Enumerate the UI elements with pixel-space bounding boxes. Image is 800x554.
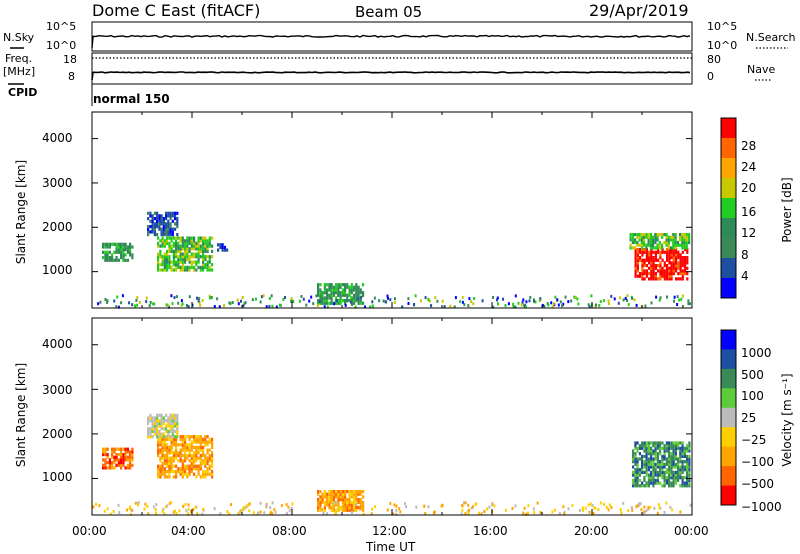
nave-label: Nave xyxy=(747,63,776,76)
power-cbar-tick-8: 8 xyxy=(741,248,749,262)
velocity-cbar-tick-neg25: −25 xyxy=(741,433,767,447)
velocity-colorbar-segment-3 xyxy=(721,388,736,409)
power-colorbar-segment-3 xyxy=(721,178,736,199)
power-cbar-tick-24: 24 xyxy=(741,160,757,174)
xtick-0800: 08:00 xyxy=(272,524,307,538)
xtick-0400: 04:00 xyxy=(171,524,206,538)
power-colorbar-segment-2 xyxy=(721,158,736,179)
power-echo-region-5 xyxy=(634,248,689,281)
power-plot-area xyxy=(92,112,692,308)
xtick-2000: 20:00 xyxy=(574,524,609,538)
power-colorbar-segment-8 xyxy=(721,278,736,299)
power-colorbar-segment-0 xyxy=(721,118,736,139)
nsearch-label: N.Search xyxy=(746,31,796,44)
xtick-1600: 16:00 xyxy=(473,524,508,538)
nsky-tick-bottom: 10^0 xyxy=(46,39,77,52)
velocity-colorbar-segment-2 xyxy=(721,368,736,389)
power-echo-region-2 xyxy=(147,211,179,237)
velocity-echo-region-0 xyxy=(102,447,134,470)
velocity-plot-area xyxy=(92,318,692,515)
power-colorbar-label: Power [dB] xyxy=(780,177,794,243)
power-colorbar-segment-6 xyxy=(721,238,736,259)
power-colorbar-segment-7 xyxy=(721,258,736,279)
velocity-ytick-1000: 1000 xyxy=(42,470,73,484)
cpid-label: CPID xyxy=(8,86,38,99)
power-cbar-tick-20: 20 xyxy=(741,181,757,195)
power-cbar-tick-16: 16 xyxy=(741,205,757,219)
freq-unit-label: [MHz] xyxy=(3,65,36,78)
power-echo-region-3 xyxy=(217,243,229,252)
nsky-trace xyxy=(91,34,691,49)
station-title: Dome C East (fitACF) xyxy=(92,1,261,20)
power-colorbar-segment-4 xyxy=(721,198,736,219)
velocity-cbar-tick-100: 100 xyxy=(741,389,764,403)
power-echo-region-4 xyxy=(317,283,365,305)
freq-nave-frame xyxy=(91,52,693,85)
velocity-cbar-tick-25: 25 xyxy=(741,411,757,425)
freq-tick-top: 18 xyxy=(63,53,77,66)
panel-frames xyxy=(8,21,788,516)
date-label: 29/Apr/2019 xyxy=(589,1,689,20)
velocity-ylabel: Slant Range [km] xyxy=(14,362,28,468)
freq-tick-bottom: 8 xyxy=(68,70,75,83)
power-panel xyxy=(92,112,736,309)
power-ylabel: Slant Range [km] xyxy=(14,159,28,265)
beam-label: Beam 05 xyxy=(355,3,423,21)
power-cbar-tick-28: 28 xyxy=(741,139,757,153)
nsearch-tick-bottom: 10^0 xyxy=(707,39,738,52)
velocity-cbar-tick-neg1000: −1000 xyxy=(741,500,782,514)
power-echo-region-6 xyxy=(629,233,691,250)
x-axis-label: Time UT xyxy=(366,540,416,554)
power-colorbar-frame xyxy=(720,117,737,299)
velocity-cbar-tick-1000: 1000 xyxy=(741,346,772,360)
velocity-ytick-2000: 2000 xyxy=(42,427,73,441)
power-colorbar-segment-1 xyxy=(721,138,736,159)
power-near-range-scatter xyxy=(97,294,691,309)
nave-tick-top: 80 xyxy=(707,53,721,66)
xtick-1200: 12:00 xyxy=(372,524,407,538)
power-ytick-4000: 4000 xyxy=(42,131,73,145)
velocity-cbar-tick-neg500: −500 xyxy=(741,477,774,491)
velocity-colorbar-segment-4 xyxy=(721,407,736,428)
velocity-colorbar-segment-6 xyxy=(721,446,736,467)
velocity-colorbar-segment-7 xyxy=(721,466,736,486)
velocity-ytick-4000: 4000 xyxy=(42,337,73,351)
velocity-colorbar-segment-5 xyxy=(721,427,736,448)
freq-trace xyxy=(91,71,691,81)
velocity-colorbar-segment-0 xyxy=(721,330,736,350)
summary-traces xyxy=(91,34,692,81)
velocity-cbar-tick-500: 500 xyxy=(741,368,764,382)
nave-tick-bottom: 0 xyxy=(707,70,714,83)
velocity-near-range-scatter xyxy=(92,501,692,516)
velocity-cbar-tick-neg100: −100 xyxy=(741,455,774,469)
velocity-colorbar-label: Velocity [m s⁻¹] xyxy=(780,373,794,467)
power-ytick-1000: 1000 xyxy=(42,263,73,277)
velocity-colorbar-segment-1 xyxy=(721,349,736,370)
power-cbar-tick-12: 12 xyxy=(741,226,757,240)
velocity-colorbar-segment-8 xyxy=(721,485,736,506)
nsky-label: N.Sky xyxy=(3,31,35,44)
velocity-ytick-3000: 3000 xyxy=(42,383,73,397)
power-echo-region-0 xyxy=(102,242,134,262)
velocity-colorbar-frame xyxy=(720,329,737,506)
velocity-echo-region-2 xyxy=(147,413,179,439)
sky-search-frame xyxy=(91,21,693,52)
nsky-tick-top: 10^5 xyxy=(46,20,77,33)
velocity-panel xyxy=(92,318,736,516)
power-ytick-3000: 3000 xyxy=(42,176,73,190)
power-cbar-tick-4: 4 xyxy=(741,269,749,283)
nsearch-tick-top: 10^5 xyxy=(707,20,738,33)
freq-label: Freq. xyxy=(5,52,33,65)
power-colorbar-segment-5 xyxy=(721,218,736,239)
xtick-0000: 00:00 xyxy=(72,524,107,538)
power-ytick-2000: 2000 xyxy=(42,220,73,234)
velocity-echo-region-4 xyxy=(632,441,691,488)
xtick-2400: 00:00 xyxy=(674,524,709,538)
power-echo-region-1 xyxy=(157,236,214,272)
velocity-echo-region-1 xyxy=(157,435,214,479)
cpid-value: normal 150 xyxy=(93,92,170,106)
